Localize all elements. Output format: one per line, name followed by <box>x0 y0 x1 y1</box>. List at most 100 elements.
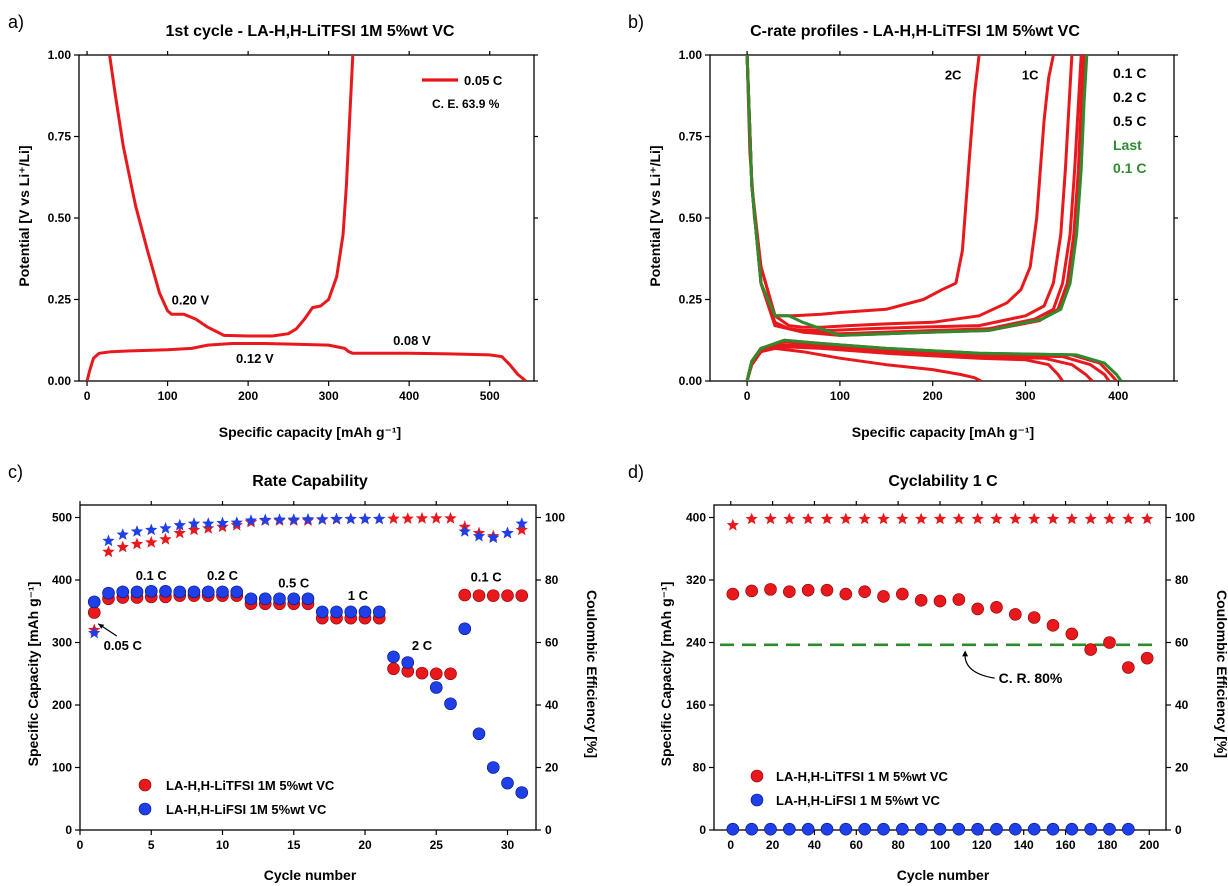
efficiency-point-c-2 <box>173 526 186 539</box>
efficiency-point-d-2 <box>1103 512 1116 525</box>
x-tick-label-a: 300 <box>319 389 339 403</box>
y2-tick-label-d: 20 <box>1175 761 1189 775</box>
capacity-point-d-0 <box>914 594 928 607</box>
efficiency-point-c-3 <box>145 523 158 536</box>
x-tick-label-a: 400 <box>399 389 419 403</box>
y2-tick-label-c: 100 <box>545 511 565 525</box>
efficiency-point-c-3 <box>458 525 471 537</box>
capacity-point-c-1 <box>116 585 130 599</box>
capacity-point-c-1 <box>144 584 158 598</box>
plot-area-c: 0 5 10 15 20 25 300100200300400500020406080100… <box>52 501 565 852</box>
y-tick-label-d: 160 <box>686 698 706 712</box>
legend-c: LA-H,H-LiTFSI 1M 5%wt VC LA-H,H-LiFSI 1M… <box>138 778 335 817</box>
x-tick-label-c: 20 <box>358 838 372 852</box>
capacity-point-d-0 <box>1084 643 1097 656</box>
capacity-point-c-0 <box>87 606 101 619</box>
legend-label-b-4: 0.1 C <box>1113 160 1146 176</box>
capacity-point-c-1 <box>102 586 115 600</box>
panel-d: d) Cyclability 1 C 0 20 40 60 80 100 120 140 160… <box>628 462 1228 883</box>
x-tick-label-d: 180 <box>1097 838 1117 852</box>
capacity-point-c-1 <box>315 605 329 619</box>
series-line-b-9 <box>745 55 1086 337</box>
efficiency-point-d-2 <box>933 512 947 525</box>
efficiency-point-d-2 <box>1009 512 1022 525</box>
capacity-point-d-1 <box>1046 822 1060 836</box>
capacity-point-d-0 <box>801 583 815 597</box>
x-tick-label-d: 0 <box>727 838 734 852</box>
efficiency-point-c-2 <box>387 512 400 524</box>
x-tick-label-d: 40 <box>808 838 822 852</box>
x-tick-label-d: 140 <box>1014 838 1034 852</box>
efficiency-point-c-3 <box>88 626 101 639</box>
y-tick-label-a: 0.25 <box>48 293 72 307</box>
x-tick-label-b: 400 <box>1108 389 1128 403</box>
capacity-point-c-0 <box>501 589 514 602</box>
capacity-point-d-1 <box>990 822 1003 836</box>
x-tick-label-c: 0 <box>77 838 84 852</box>
legend-marker-c-1 <box>138 802 152 816</box>
efficiency-point-d-2 <box>726 518 739 531</box>
capacity-point-d-1 <box>726 822 740 836</box>
capacity-point-c-1 <box>472 727 486 741</box>
y-tick-label-d: 80 <box>693 761 707 775</box>
y2-tick-label-c: 80 <box>545 573 559 587</box>
y2-tick-label-c: 40 <box>545 698 559 712</box>
capacity-point-d-0 <box>745 584 758 598</box>
capacity-retention-arrowhead <box>962 650 969 657</box>
y-tick-label-a: 1.00 <box>48 48 72 62</box>
efficiency-point-d-2 <box>1028 512 1041 525</box>
efficiency-point-c-3 <box>330 512 343 525</box>
capacity-point-d-0 <box>726 587 740 601</box>
capacity-point-d-1 <box>1009 822 1022 836</box>
capacity-point-c-0 <box>486 589 500 602</box>
efficiency-point-c-2 <box>159 532 172 545</box>
efficiency-point-c-2 <box>444 511 457 524</box>
capacity-point-d-1 <box>801 822 815 836</box>
y-axis-title-c: Specific Capacity [mAh g⁻¹] <box>25 582 41 767</box>
efficiency-point-c-2 <box>202 521 215 534</box>
x-tick-label-c: 25 <box>430 838 444 852</box>
capacity-point-d-1 <box>877 822 890 836</box>
legend-marker-d-0 <box>750 769 764 783</box>
capacity-point-d-1 <box>933 822 947 836</box>
efficiency-point-c-3 <box>515 517 528 529</box>
x-tick-label-a: 500 <box>480 389 500 403</box>
efficiency-point-c-3 <box>230 516 243 529</box>
x-tick-label-a: 0 <box>84 389 91 403</box>
efficiency-point-c-3 <box>316 512 329 525</box>
capacity-retention-arrow <box>964 652 995 679</box>
efficiency-point-c-2 <box>515 523 528 536</box>
capacity-point-d-0 <box>783 585 796 599</box>
efficiency-point-d-2 <box>858 512 871 525</box>
x-tick-label-d: 200 <box>1139 838 1159 852</box>
efficiency-point-c-2 <box>430 511 443 524</box>
efficiency-point-c-3 <box>301 512 315 525</box>
efficiency-point-d-2 <box>915 512 928 525</box>
y-tick-label-b: 0.00 <box>679 374 703 388</box>
capacity-point-c-1 <box>515 786 529 799</box>
efficiency-point-d-2 <box>990 512 1003 525</box>
capacity-point-d-0 <box>820 583 834 597</box>
y2-tick-label-d: 100 <box>1175 511 1195 525</box>
y-tick-label-d: 0 <box>699 823 706 837</box>
capacity-point-c-1 <box>330 605 343 619</box>
capacity-point-d-0 <box>896 587 909 601</box>
capacity-point-d-0 <box>839 587 853 601</box>
y-tick-label-c: 500 <box>52 511 72 525</box>
capacity-point-c-0 <box>429 667 443 681</box>
capacity-point-d-0 <box>1065 627 1079 641</box>
series-line-a-1 <box>108 55 355 338</box>
plot-area-a: 0 100 200 300 400 500 0.00 0.25 0.50 0.75 1.00 0.20… <box>48 48 538 403</box>
panel-title-a: 1st cycle - LA-H,H-LiTFSI 1M 5%wt VC <box>166 23 455 40</box>
panel-a: a) 1st cycle - LA-H,H-LiTFSI 1M 5%wt VC … <box>8 12 538 440</box>
efficiency-point-c-3 <box>259 513 272 526</box>
efficiency-point-c-3 <box>287 513 300 525</box>
x-tick-label-a: 100 <box>158 389 178 403</box>
efficiency-point-d-2 <box>802 512 815 525</box>
efficiency-point-c-2 <box>415 511 429 524</box>
capacity-point-d-1 <box>914 822 928 836</box>
annotation-c-5: 0.1 C <box>471 569 503 584</box>
capacity-point-d-0 <box>764 583 777 596</box>
efficiency-point-d-2 <box>839 512 852 525</box>
y-tick-label-c: 200 <box>52 698 72 712</box>
